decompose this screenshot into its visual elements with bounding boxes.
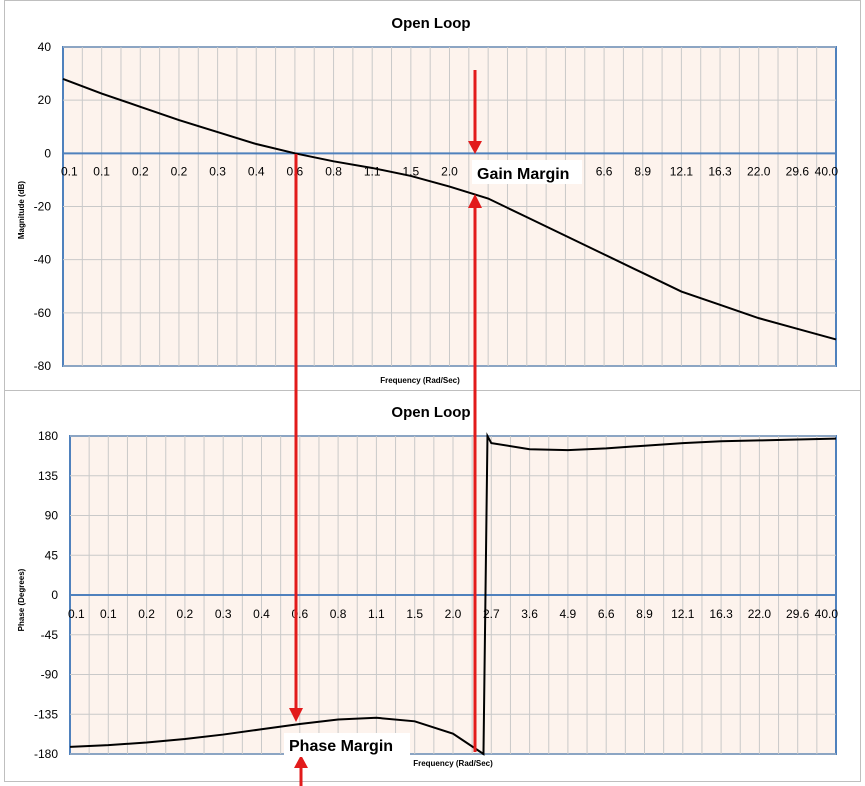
x-tick-label: 6.6 <box>596 164 613 178</box>
phase-x-ticks: 0.1 0.1 0.2 0.2 0.3 0.4 0.6 0.8 1.1 1.5 2.0 2.7 3.6 4… <box>68 607 838 621</box>
magnitude-chart-title: Open Loop <box>391 15 470 32</box>
y-tick-label: 90 <box>45 509 59 523</box>
magnitude-series-line <box>62 77 837 341</box>
gain-margin-arrowhead-down <box>468 141 482 154</box>
gain-margin-label-box <box>472 160 582 184</box>
x-tick-label: 16.3 <box>708 164 732 178</box>
phase-series-line <box>69 432 837 756</box>
x-tick-label: 0.6 <box>291 607 308 621</box>
x-tick-label: 29.6 <box>786 164 810 178</box>
y-tick-label: 40 <box>38 40 52 54</box>
phase-margin-arrowhead-down <box>289 708 303 722</box>
magnitude-x-ticks: 0.10.10.20.20.30.40.60.81.11.52.02.73.64… <box>61 164 838 178</box>
x-tick-label: 0.3 <box>209 164 226 178</box>
x-tick-label: 12.1 <box>671 607 695 621</box>
magnitude-y-axis-label: Magnitude (dB) <box>17 181 26 240</box>
x-tick-label: 6.6 <box>598 607 615 621</box>
x-tick-label: 12.1 <box>670 164 694 178</box>
gain-margin-arrowhead-up <box>468 194 482 208</box>
x-tick-label: 22.0 <box>747 164 771 178</box>
y-tick-label: -135 <box>34 707 58 721</box>
y-tick-label: -90 <box>41 668 59 682</box>
y-tick-label: -20 <box>34 200 52 214</box>
phase-y-axis-label: Phase (Degrees) <box>17 568 26 631</box>
magnitude-y-ticks: 40 20 0 -20 -40 -60 -80 <box>34 40 52 373</box>
x-tick-label: 0.2 <box>132 164 149 178</box>
y-tick-label: 20 <box>38 93 52 107</box>
x-tick-label: 22.0 <box>748 607 772 621</box>
y-tick-label: 180 <box>38 429 58 443</box>
phase-gridlines <box>70 435 836 755</box>
x-tick-label: 0.1 <box>100 607 117 621</box>
phase-margin-label: Phase Margin <box>289 738 393 755</box>
y-tick-label: 135 <box>38 469 58 483</box>
x-tick-label: 16.3 <box>709 607 733 621</box>
x-tick-label: 1.5 <box>406 607 423 621</box>
x-tick-label: 40.0 <box>815 607 839 621</box>
x-tick-label: 2.0 <box>445 607 462 621</box>
x-tick-label: 0.4 <box>248 164 265 178</box>
phase-margin-label-box <box>284 733 410 757</box>
x-tick-label: 0.1 <box>93 164 110 178</box>
phase-y-ticks: 180 135 90 45 0 -45 -90 -135 -180 <box>34 429 58 761</box>
x-tick-label: 0.4 <box>253 607 270 621</box>
x-tick-label: 8.9 <box>636 607 653 621</box>
phase-chart-frame <box>4 390 861 782</box>
phase-x-axis-label: Frequency (Rad/Sec) <box>413 759 493 768</box>
margin-annotations: Gain Margin Phase Margin <box>284 70 582 786</box>
y-tick-label: 0 <box>44 146 51 160</box>
magnitude-x-axis-label: Frequency (Rad/Sec) <box>380 376 460 385</box>
x-tick-label: 0.2 <box>171 164 188 178</box>
x-tick-label: 2.0 <box>441 164 458 178</box>
x-tick-label: 0.3 <box>215 607 232 621</box>
x-tick-label: 0.8 <box>325 164 342 178</box>
phase-chart-title: Open Loop <box>391 404 470 421</box>
x-tick-label: 0.1 <box>61 164 78 178</box>
gain-margin-label: Gain Margin <box>477 166 569 183</box>
x-tick-label: 1.1 <box>368 607 385 621</box>
y-tick-label: 0 <box>51 588 58 602</box>
phase-margin-arrowhead-up <box>294 755 308 768</box>
x-tick-label: 40.0 <box>815 164 839 178</box>
x-tick-label: 29.6 <box>786 607 810 621</box>
y-tick-label: -80 <box>34 359 52 373</box>
magnitude-gridlines <box>63 46 836 367</box>
y-tick-label: -45 <box>41 628 59 642</box>
x-tick-label: 0.2 <box>177 607 194 621</box>
y-tick-label: -60 <box>34 306 52 320</box>
x-tick-label: 0.1 <box>68 607 85 621</box>
y-tick-label: -180 <box>34 747 58 761</box>
x-tick-label: 3.6 <box>521 607 538 621</box>
x-tick-label: 8.9 <box>634 164 651 178</box>
x-tick-label: 4.9 <box>560 607 577 621</box>
x-tick-label: 2.7 <box>483 607 500 621</box>
x-tick-label: 0.2 <box>138 607 155 621</box>
y-tick-label: -40 <box>34 253 52 267</box>
y-tick-label: 45 <box>45 548 59 562</box>
x-tick-label: 0.8 <box>330 607 347 621</box>
